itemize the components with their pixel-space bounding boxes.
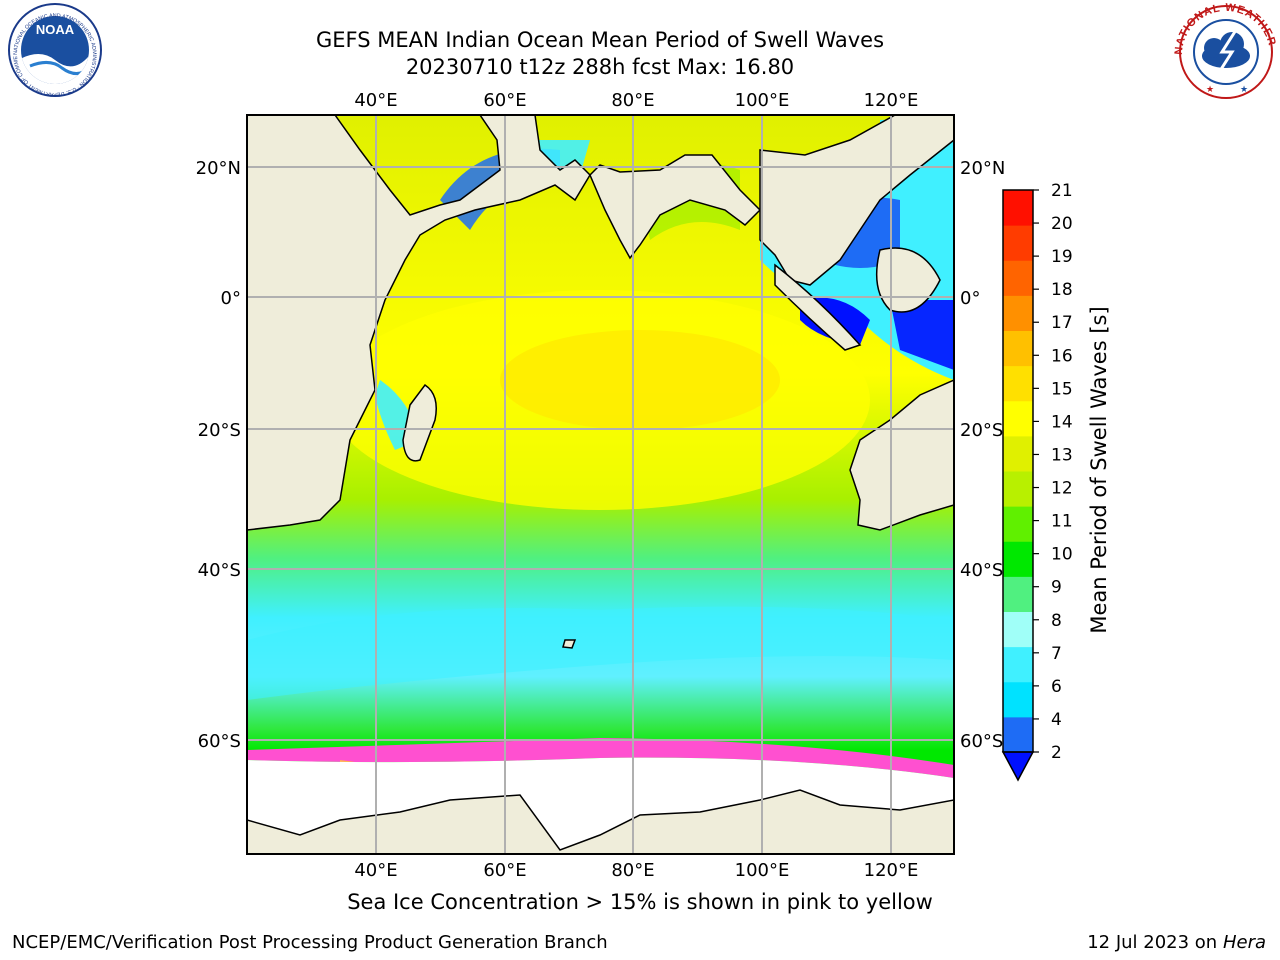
lat-tick-left: 60°S — [198, 731, 241, 752]
colorbar-tick-label: 11 — [1051, 512, 1073, 532]
lat-tick-right: 40°S — [960, 560, 1003, 581]
colorbar: 2 4 6 7 8 9 10 11 12 13 14 15 16 17 18 19 20 21 — [1001, 181, 1073, 782]
colorbar-tick-label: 6 — [1051, 677, 1062, 697]
land-se-asia — [759, 115, 954, 286]
colorbar-segment — [1003, 330, 1033, 367]
lon-tick-top: 120°E — [864, 90, 919, 111]
colorbar-tick-label: 7 — [1051, 644, 1062, 664]
lat-tick-left: 20°S — [198, 420, 241, 441]
colorbar-tick-label: 21 — [1051, 181, 1073, 201]
sea-ice-note: Sea Ice Concentration > 15% is shown in … — [347, 890, 933, 914]
colorbar-tick-label: 17 — [1051, 313, 1073, 333]
chart-subtitle: 20230710 t12z 288h fcst Max: 16.80 — [405, 55, 795, 79]
colorbar-tick-label: 18 — [1051, 280, 1073, 300]
lon-tick-bottom: 40°E — [354, 860, 397, 881]
land-australia — [849, 379, 954, 531]
colorbar-tick-label: 12 — [1051, 479, 1073, 499]
colorbar-tick-label: 19 — [1051, 247, 1073, 267]
colorbar-tick-label: 8 — [1051, 611, 1062, 631]
svg-text:NATIONAL WEATHER SERVICE: NATIONAL WEATHER SERVICE — [0, 0, 1279, 55]
lon-tick-bottom: 120°E — [864, 860, 919, 881]
land-borneo — [875, 247, 941, 313]
lat-tick-right: 60°S — [960, 731, 1003, 752]
colorbar-tick-label: 4 — [1051, 710, 1062, 730]
land-africa-arabia — [247, 115, 591, 531]
lon-tick-bottom: 80°E — [611, 860, 654, 881]
land-antarctica — [247, 789, 954, 854]
colorbar-segment — [1003, 646, 1033, 683]
chart-title: GEFS MEAN Indian Ocean Mean Period of Sw… — [315, 28, 885, 52]
lat-tick-right: 0° — [960, 288, 980, 309]
lat-tick-left: 0° — [221, 288, 241, 309]
footer-host: Hera — [1222, 932, 1266, 953]
footer-date: 12 Jul 2023 on Hera — [1087, 932, 1266, 953]
map-area — [247, 115, 954, 854]
colorbar-segment — [1003, 435, 1033, 472]
colorbar-segment — [1003, 260, 1033, 296]
colorbar-tick-label: 13 — [1051, 445, 1073, 465]
colorbar-tick-label: 20 — [1051, 214, 1073, 234]
colorbar-segment — [1003, 611, 1033, 648]
colorbar-segment — [1003, 400, 1033, 437]
lon-tick-bottom: 100°E — [735, 860, 790, 881]
colorbar-tick-label: 16 — [1051, 346, 1073, 366]
colorbar-tick-label: 14 — [1051, 412, 1073, 432]
colorbar-segment — [1003, 190, 1033, 226]
lat-tick-right: 20°N — [960, 158, 1005, 179]
colorbar-tick-label: 2 — [1051, 743, 1062, 763]
sea-ice-edge — [247, 738, 954, 778]
colorbar-label: Mean Period of Swell Waves [s] — [1087, 306, 1111, 633]
land-kerguelen — [562, 639, 577, 649]
nws-logo: NATIONAL WEATHER SERVICE ★ ★ — [0, 0, 1279, 99]
colorbar-segment — [1003, 576, 1033, 612]
colorbar-segment — [1003, 506, 1033, 542]
lon-tick-top: 80°E — [611, 90, 654, 111]
land-sumatra — [774, 263, 862, 351]
colorbar-segment — [1003, 541, 1033, 577]
lat-tick-right: 20°S — [960, 420, 1003, 441]
land-madagascar — [402, 383, 437, 462]
colorbar-segment — [1003, 295, 1033, 331]
graticule — [247, 115, 954, 854]
svg-text:★: ★ — [1240, 85, 1248, 95]
colorbar-segment — [1003, 471, 1033, 507]
colorbar-tick-label: 15 — [1051, 379, 1073, 399]
colorbar-tick-label: 9 — [1051, 578, 1062, 598]
noaa-wordmark: NOAA — [36, 22, 75, 37]
lon-tick-bottom: 60°E — [483, 860, 526, 881]
lon-tick-top: 60°E — [483, 90, 526, 111]
lon-tick-top: 100°E — [735, 90, 790, 111]
lat-tick-left: 20°N — [196, 158, 241, 179]
colorbar-extend-arrow — [1001, 751, 1035, 782]
colorbar-segment — [1003, 225, 1033, 261]
map-frame — [246, 114, 955, 855]
colorbar-segment — [1003, 716, 1033, 753]
colorbar-segment — [1003, 681, 1033, 718]
svg-text:★: ★ — [1206, 85, 1214, 95]
lon-tick-top: 40°E — [354, 90, 397, 111]
lat-tick-left: 40°S — [198, 560, 241, 581]
noaa-logo: NOAA NATIONAL OCEANIC AND ATMOSPHERIC AD… — [0, 0, 102, 97]
colorbar-segment — [1003, 365, 1033, 402]
colorbar-tick-label: 10 — [1051, 545, 1073, 565]
footer-credit: NCEP/EMC/Verification Post Processing Pr… — [12, 932, 608, 953]
colorbar-frame — [1002, 189, 1034, 753]
footer-date-text: 12 Jul 2023 on — [1087, 932, 1218, 953]
